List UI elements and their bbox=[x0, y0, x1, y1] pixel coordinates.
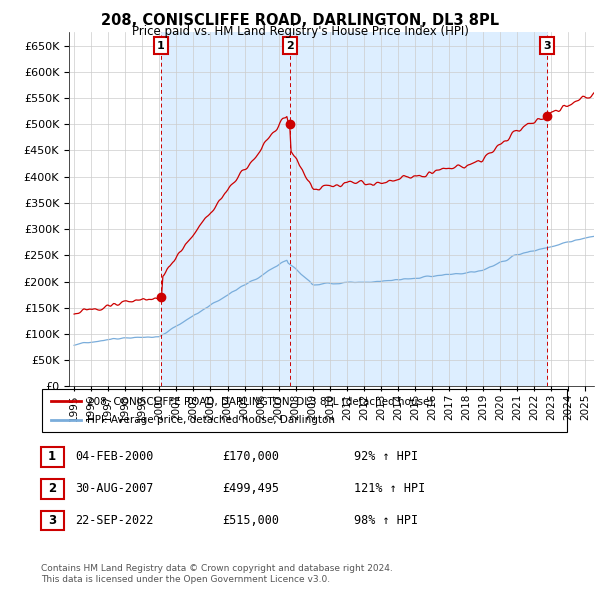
Text: Price paid vs. HM Land Registry's House Price Index (HPI): Price paid vs. HM Land Registry's House … bbox=[131, 25, 469, 38]
Text: 92% ↑ HPI: 92% ↑ HPI bbox=[354, 450, 418, 463]
Text: Contains HM Land Registry data © Crown copyright and database right 2024.: Contains HM Land Registry data © Crown c… bbox=[41, 565, 392, 573]
Text: 1: 1 bbox=[48, 450, 56, 463]
Text: 208, CONISCLIFFE ROAD, DARLINGTON, DL3 8PL: 208, CONISCLIFFE ROAD, DARLINGTON, DL3 8… bbox=[101, 13, 499, 28]
Text: 98% ↑ HPI: 98% ↑ HPI bbox=[354, 514, 418, 527]
Text: 2: 2 bbox=[286, 41, 294, 51]
Text: This data is licensed under the Open Government Licence v3.0.: This data is licensed under the Open Gov… bbox=[41, 575, 330, 584]
Text: 1: 1 bbox=[157, 41, 165, 51]
Bar bbox=[161, 32, 290, 386]
Text: 04-FEB-2000: 04-FEB-2000 bbox=[75, 450, 154, 463]
Text: 3: 3 bbox=[543, 41, 551, 51]
Text: 22-SEP-2022: 22-SEP-2022 bbox=[75, 514, 154, 527]
Text: 208, CONISCLIFFE ROAD, DARLINGTON, DL3 8PL (detached house): 208, CONISCLIFFE ROAD, DARLINGTON, DL3 8… bbox=[87, 396, 433, 407]
Text: 2: 2 bbox=[48, 482, 56, 495]
Text: HPI: Average price, detached house, Darlington: HPI: Average price, detached house, Darl… bbox=[87, 415, 335, 425]
Text: 3: 3 bbox=[48, 514, 56, 527]
Text: 30-AUG-2007: 30-AUG-2007 bbox=[75, 482, 154, 495]
Text: £515,000: £515,000 bbox=[222, 514, 279, 527]
Text: 121% ↑ HPI: 121% ↑ HPI bbox=[354, 482, 425, 495]
Text: £499,495: £499,495 bbox=[222, 482, 279, 495]
Bar bbox=[290, 32, 547, 386]
Text: £170,000: £170,000 bbox=[222, 450, 279, 463]
